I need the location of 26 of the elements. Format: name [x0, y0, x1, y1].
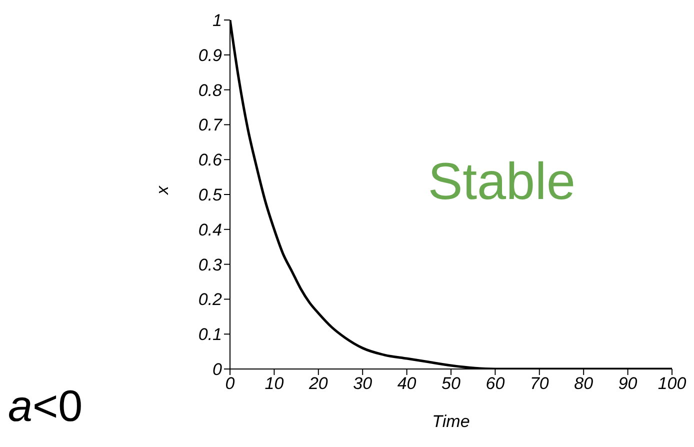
x-tick-label: 100 [658, 374, 687, 394]
x-tick-label: 0 [225, 374, 236, 394]
y-tick-label: 0.9 [198, 46, 223, 65]
y-tick-label: 0.5 [198, 186, 223, 205]
annotation: Stable [428, 152, 576, 212]
x-tick-label: 60 [486, 374, 506, 394]
y-tick-label: 0.8 [198, 80, 223, 100]
y-tick-label: 0.6 [198, 150, 223, 170]
y-tick-label: 0.2 [198, 290, 223, 310]
x-tick-label: 50 [442, 374, 461, 394]
y-tick-label: 0.4 [198, 220, 222, 240]
x-tick-label: 20 [308, 374, 328, 394]
y-tick-label: 1 [212, 11, 222, 30]
x-axis-title: Time [432, 412, 470, 431]
y-tick-label: 0 [212, 360, 223, 380]
x-tick-label: 90 [618, 374, 638, 394]
x-tick-label: 70 [530, 374, 550, 394]
y-tick-label: 0.1 [198, 325, 222, 344]
x-tick-label: 10 [264, 374, 284, 394]
y-axis-title: x [153, 186, 172, 196]
x-tick-label: 80 [574, 374, 594, 394]
x-tick-label: 40 [397, 374, 417, 394]
text: a<0 [8, 382, 83, 432]
y-tick-label: 0.7 [198, 116, 223, 135]
y-tick-label: 0.3 [198, 255, 223, 274]
x-tick-label: 30 [353, 374, 373, 394]
